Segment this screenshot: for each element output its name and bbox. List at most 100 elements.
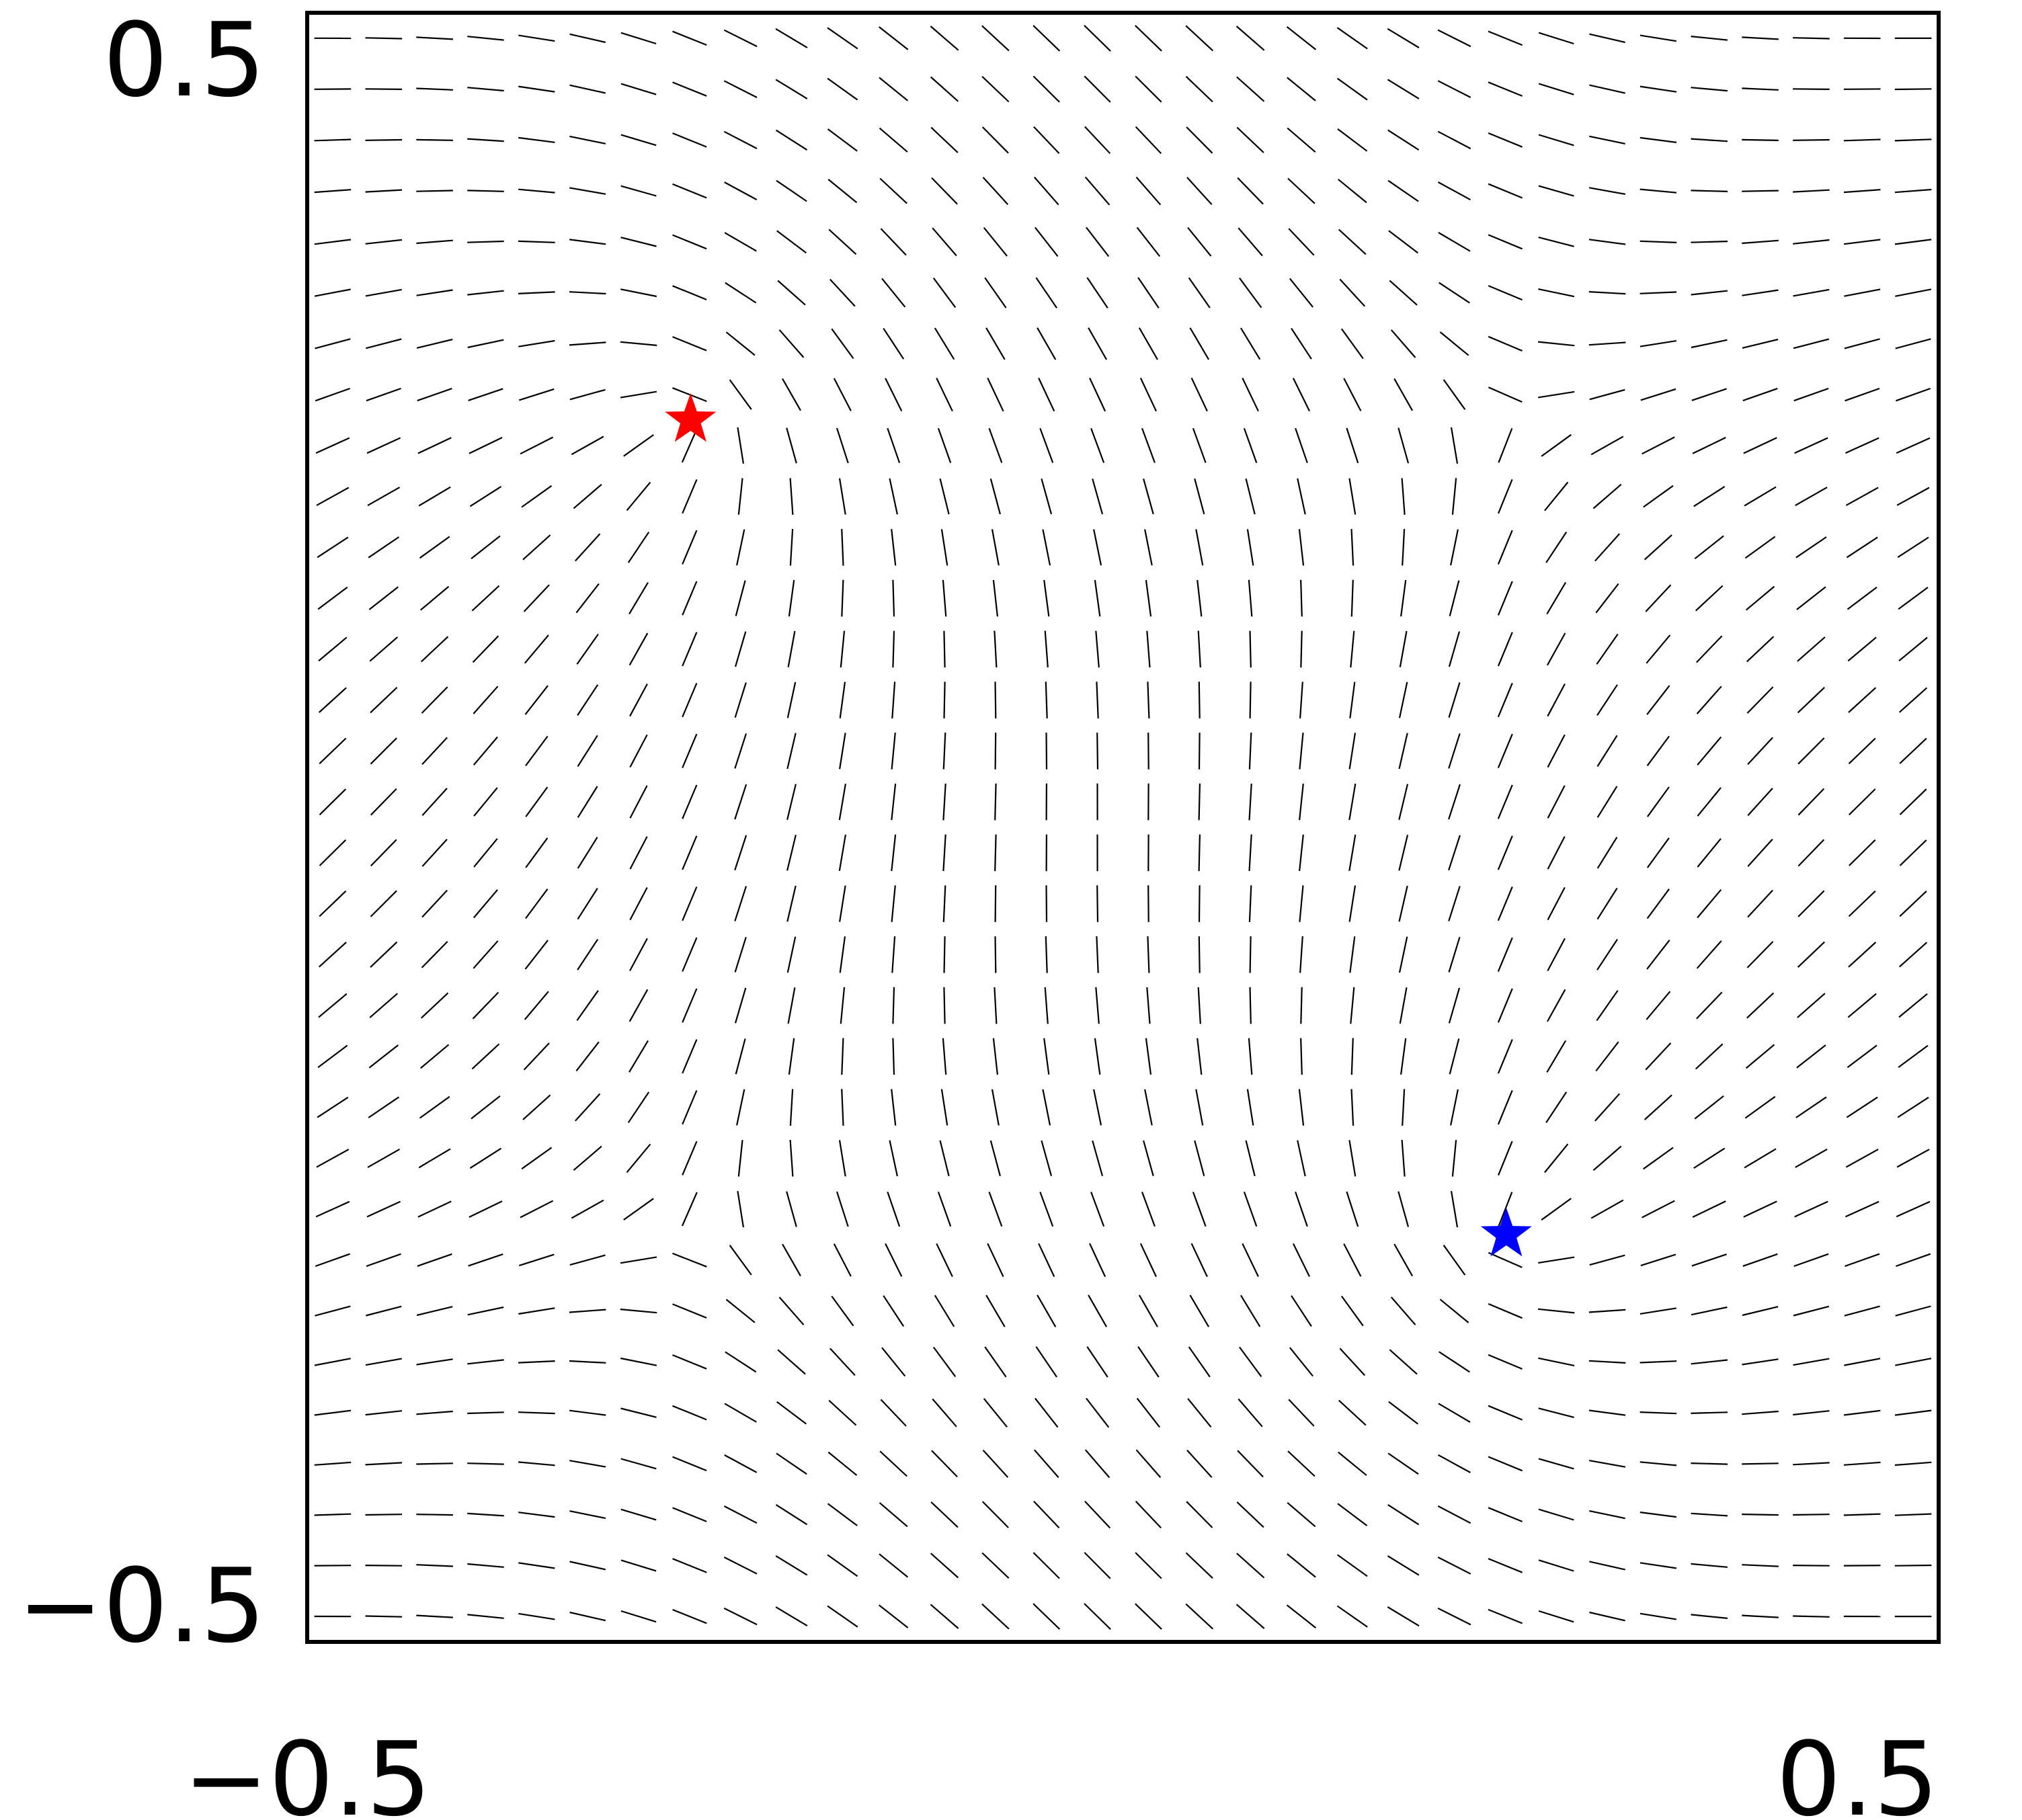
director-segment [1239,278,1262,308]
director-segment [1691,339,1728,349]
director-segment [1139,377,1157,412]
director-segment [1797,636,1826,662]
director-segment [1847,636,1877,662]
director-segment [315,1253,350,1268]
director-segment [1795,487,1828,507]
director-segment [1147,681,1150,718]
director-segment [1538,83,1574,95]
director-segment [672,81,707,97]
director-segment [1439,282,1470,304]
director-segment [930,1501,959,1528]
director-segment [1691,87,1728,92]
director-segment [786,427,797,464]
director-field [314,25,1932,1630]
director-segment [1084,1449,1110,1479]
director-segment [370,839,397,867]
director-segment [518,1461,555,1466]
director-segment [932,278,957,308]
x-tick-label-left: −0.5 [183,1720,431,1820]
director-segment [574,1093,601,1122]
director-segment [1398,835,1409,871]
director-segment [1387,1452,1419,1475]
director-segment [829,278,856,307]
director-segment [1793,1305,1830,1317]
director-segment [1089,1243,1106,1278]
director-segment [620,288,657,298]
director-segment [416,1514,453,1516]
director-segment [789,1089,794,1126]
director-segment [473,686,499,714]
director-segment [1796,1044,1826,1069]
director-segment [1437,80,1471,98]
director-segment [1398,936,1408,973]
director-segment [1538,390,1575,399]
director-segment [736,529,745,566]
director-segment [775,129,808,151]
director-segment [419,1044,450,1069]
plot-frame [305,11,1941,1644]
director-segment [629,1040,649,1073]
director-segment [1538,1559,1574,1572]
director-segment [1588,1460,1626,1468]
director-segment [472,635,499,663]
director-segment [1488,1405,1523,1421]
director-segment [1194,1140,1205,1177]
director-segment [368,1096,400,1118]
director-segment [416,1358,453,1366]
director-segment [682,733,698,768]
director-segment [469,1200,503,1218]
director-segment [1437,1607,1471,1626]
director-segment [369,636,399,662]
director-segment [1691,1462,1728,1465]
director-segment [620,1559,657,1572]
director-segment [1896,1149,1930,1168]
director-segment [1497,835,1513,870]
director-segment [1646,735,1670,766]
director-segment [841,579,844,617]
director-segment [1746,992,1775,1019]
director-segment [1044,987,1049,1024]
director-segment [1845,387,1880,402]
director-segment [1141,1192,1156,1227]
director-segment [571,436,604,456]
director-segment [574,533,601,562]
director-segment [368,1044,399,1069]
director-segment [1398,681,1408,718]
director-segment [943,681,946,718]
director-segment [1349,936,1356,973]
director-segment [839,936,846,973]
director-segment [1245,1140,1256,1177]
director-segment [1086,1346,1108,1378]
director-segment [370,687,398,714]
director-segment [1588,239,1626,245]
director-segment [1844,338,1880,349]
director-segment [1795,536,1827,559]
director-segment [1488,335,1523,352]
director-segment [1793,288,1830,297]
director-segment [365,1462,403,1466]
director-segment [1033,1603,1061,1630]
director-segment [629,836,648,870]
director-segment [1894,1564,1932,1567]
director-segment [1795,1148,1828,1168]
director-segment [623,1198,654,1221]
director-segment [569,1611,606,1622]
director-segment [1644,1094,1672,1120]
director-segment [1350,529,1354,566]
director-segment [417,1200,452,1218]
director-segment [629,989,649,1022]
director-segment [1589,33,1625,44]
director-segment [1287,1450,1316,1477]
director-segment [1039,1192,1054,1227]
director-segment [889,1140,898,1177]
director-segment [421,788,448,817]
director-segment [827,179,858,204]
director-segment [943,936,946,973]
director-segment [879,1450,907,1477]
director-segment [682,479,698,514]
director-segment [315,338,351,349]
director-segment [682,530,698,565]
director-segment [1086,1397,1110,1428]
director-segment [1595,1041,1619,1072]
director-segment [984,1346,1007,1378]
